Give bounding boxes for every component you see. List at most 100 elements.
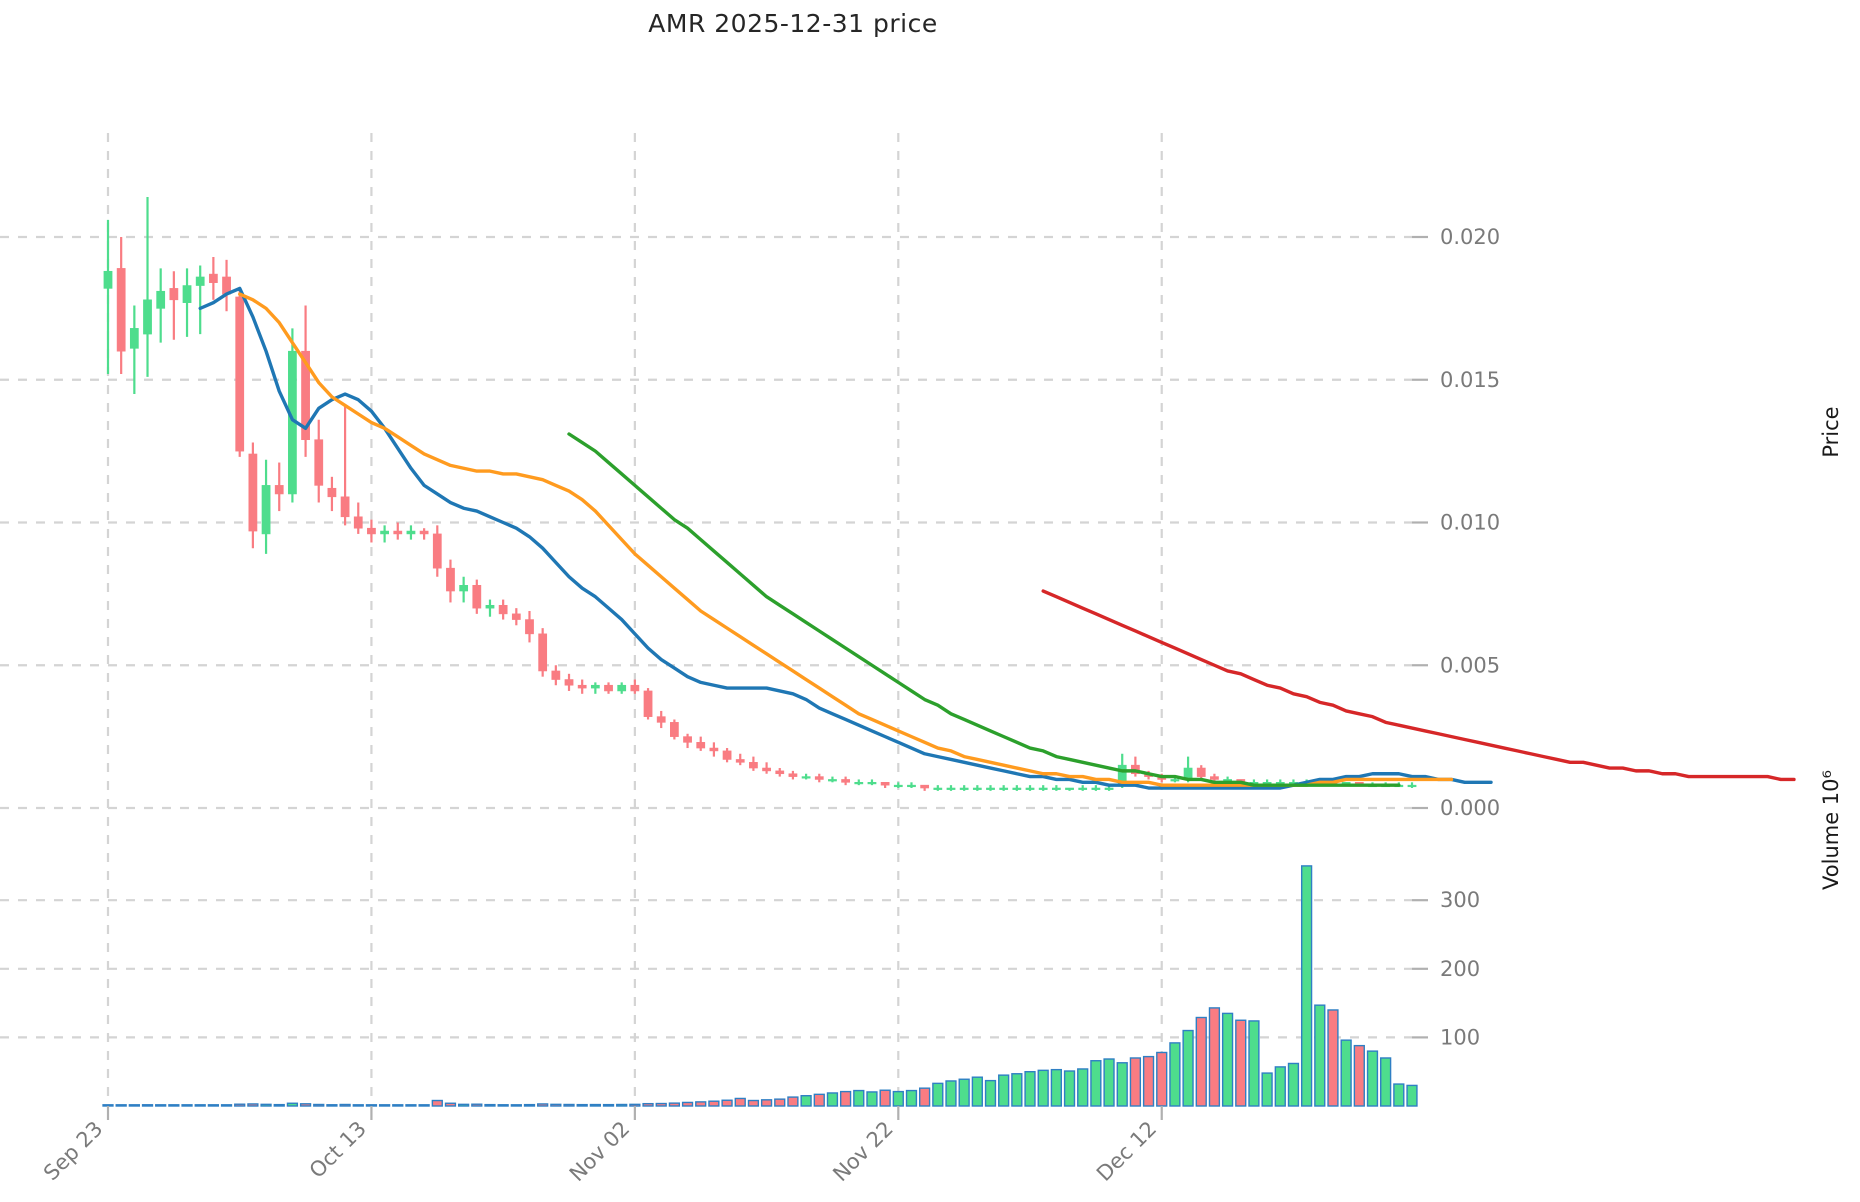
volume-bar xyxy=(655,1102,667,1107)
volume-bar xyxy=(1366,1050,1379,1107)
volume-bar xyxy=(945,1080,957,1107)
candle-body xyxy=(670,722,679,737)
candle-body xyxy=(683,736,692,743)
volume-bar xyxy=(286,1102,299,1107)
volume-bar xyxy=(102,1104,114,1107)
volume-bar xyxy=(339,1103,351,1107)
volume-bar xyxy=(431,1099,443,1107)
candle-body xyxy=(933,787,943,790)
candle-body xyxy=(841,779,850,783)
candle-body xyxy=(880,782,890,786)
volume-bar xyxy=(378,1104,391,1107)
volume-bar xyxy=(1116,1062,1128,1107)
volume-bar xyxy=(326,1104,338,1107)
volume-bar xyxy=(1169,1042,1181,1107)
candle-body xyxy=(1051,787,1061,790)
volume-bar xyxy=(471,1103,483,1107)
volume-bar xyxy=(1221,1012,1234,1107)
volume-bar xyxy=(444,1102,457,1107)
candle-body xyxy=(893,784,903,788)
volume-bar xyxy=(734,1097,746,1107)
ma-line-ma_long xyxy=(567,432,1401,787)
candle-body xyxy=(643,690,653,717)
volume-bar xyxy=(642,1102,654,1107)
candle-body xyxy=(788,773,798,777)
candle-body xyxy=(406,530,416,535)
volume-bar xyxy=(616,1103,628,1107)
candle-body xyxy=(274,485,284,495)
candle-body xyxy=(182,285,192,303)
volume-bar xyxy=(273,1103,285,1107)
volume-bar xyxy=(984,1079,997,1107)
volume-bar xyxy=(418,1104,430,1107)
candle-body xyxy=(630,684,640,692)
volume-bar xyxy=(299,1103,312,1107)
candle-body xyxy=(116,268,126,352)
volume-bar xyxy=(563,1103,575,1107)
volume-bar xyxy=(1129,1057,1142,1107)
volume-bar xyxy=(247,1103,259,1107)
volume-bar xyxy=(260,1103,272,1107)
ma-line-ma_short xyxy=(198,286,1493,790)
candle-body xyxy=(722,750,732,760)
volume-bar xyxy=(668,1102,681,1107)
candle-body xyxy=(617,684,627,692)
volume-bar xyxy=(220,1104,233,1107)
volume-bar xyxy=(1248,1020,1260,1107)
volume-bar xyxy=(392,1104,404,1107)
volume-bar xyxy=(207,1104,220,1107)
candle-body xyxy=(511,613,521,620)
volume-bar xyxy=(1300,865,1313,1107)
candle-body xyxy=(775,770,785,775)
candle-body xyxy=(828,779,837,782)
candle-body xyxy=(1065,787,1074,790)
volume-tick-label: 200 xyxy=(1440,957,1480,981)
candle-body xyxy=(129,328,139,349)
price-tick-label: 0.015 xyxy=(1440,368,1500,392)
volume-bar xyxy=(1380,1057,1392,1107)
candle-body xyxy=(1210,776,1219,780)
candle-body xyxy=(1012,787,1022,790)
candle-body xyxy=(208,273,218,283)
candle-body xyxy=(1025,787,1035,790)
volume-bar xyxy=(932,1082,944,1107)
volume-bar xyxy=(1142,1055,1155,1107)
volume-bar xyxy=(1090,1060,1102,1107)
volume-bar xyxy=(497,1104,509,1107)
candle-body xyxy=(169,288,179,301)
candle-body xyxy=(301,350,310,441)
price-tick-label: 0.000 xyxy=(1440,796,1500,820)
candle-body xyxy=(854,782,864,785)
volume-bar xyxy=(1182,1029,1194,1107)
candle-body xyxy=(946,787,956,790)
volume-bar xyxy=(905,1089,918,1107)
volume-bar xyxy=(405,1104,417,1107)
volume-bar xyxy=(1156,1051,1168,1107)
candlesticks xyxy=(103,197,1417,791)
candle-body xyxy=(538,633,548,672)
candle-body xyxy=(235,296,245,452)
volume-bar xyxy=(234,1103,246,1107)
candle-body xyxy=(393,530,403,535)
volume-bar xyxy=(998,1074,1010,1107)
candle-body xyxy=(590,684,600,689)
volume-bar xyxy=(141,1104,154,1107)
candle-body xyxy=(604,684,613,692)
volume-bars xyxy=(102,865,1418,1107)
moving-average-lines xyxy=(198,286,1796,790)
volume-bar xyxy=(866,1091,878,1107)
candle-body xyxy=(1038,787,1048,790)
ma-line-ma_longest xyxy=(1041,589,1796,782)
volume-bar xyxy=(1195,1016,1207,1107)
candle-body xyxy=(498,604,508,615)
candle-body xyxy=(986,787,995,790)
volume-bar xyxy=(128,1104,140,1107)
candle-body xyxy=(103,270,113,289)
candle-body xyxy=(762,767,771,772)
candle-body xyxy=(367,527,376,535)
candle-body xyxy=(340,496,350,518)
volume-bar xyxy=(1077,1068,1089,1107)
volume-bar xyxy=(1024,1070,1036,1107)
volume-bar xyxy=(589,1103,601,1107)
